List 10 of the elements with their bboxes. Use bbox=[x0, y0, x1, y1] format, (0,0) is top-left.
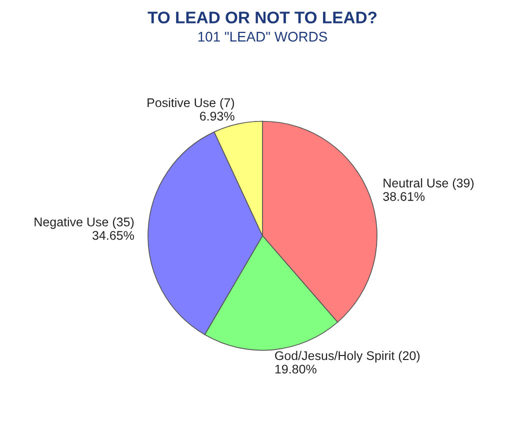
slice-label: Neutral Use (39) bbox=[384, 178, 474, 190]
chart-title: TO LEAD OR NOT TO LEAD? bbox=[148, 12, 377, 24]
data-label: 19.80% bbox=[275, 364, 316, 374]
chart-subtitle: 101 "LEAD" WORDS bbox=[198, 32, 327, 42]
data-label: 38.61% bbox=[383, 192, 425, 201]
data-label: 6.93% bbox=[200, 112, 234, 121]
slice-label: God/Jesus/Holy Spirit (20) bbox=[275, 350, 420, 363]
data-label: 34.65% bbox=[92, 231, 134, 240]
slice-label: Negative Use (35) bbox=[34, 217, 134, 229]
slice-label: Positive Use (7) bbox=[148, 98, 234, 110]
